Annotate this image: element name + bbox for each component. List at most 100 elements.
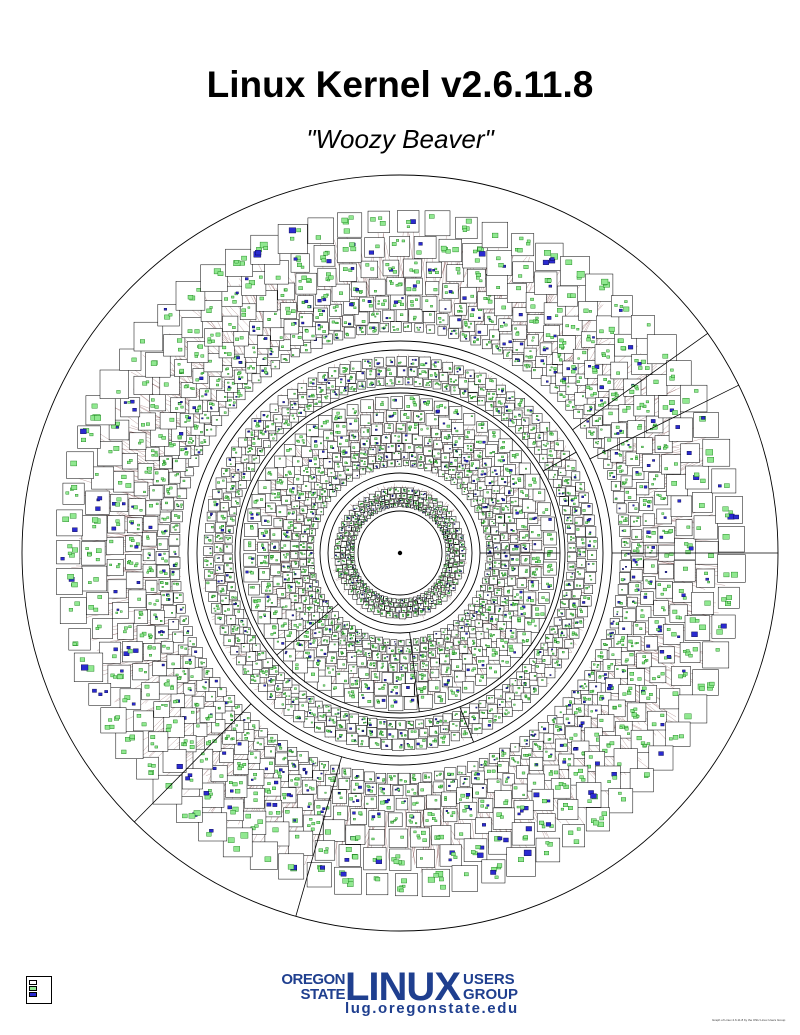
function-node [462,543,464,546]
function-node [276,481,280,484]
function-node [384,602,387,604]
function-node [388,724,391,727]
function-node [428,460,431,462]
function-node [367,700,372,703]
file-node [226,515,236,526]
macro-node [571,573,574,575]
function-node [404,666,407,669]
function-node [295,666,299,670]
function-node [423,599,425,601]
function-node [352,545,355,547]
function-node [448,568,451,570]
function-node [381,607,383,609]
file-node [275,477,288,490]
function-node [292,545,295,547]
file-node [463,413,476,426]
macro-node [463,459,467,462]
function-node [295,533,299,536]
function-node [309,449,312,452]
function-node [302,535,304,538]
macro-node [495,473,498,475]
function-node [361,662,364,665]
macro-node [413,655,416,658]
function-node [429,641,432,644]
file-node [335,484,342,491]
function-node [443,595,446,597]
function-node [248,468,250,470]
function-node [251,561,254,564]
macro-node [443,532,445,534]
function-node [309,475,312,478]
function-node [493,432,495,435]
macro-node [443,533,445,535]
function-node [341,631,344,634]
function-node [346,624,349,626]
function-node [264,556,267,559]
function-node [482,520,485,522]
file-node [359,458,368,467]
file-node [364,503,370,510]
function-node [393,699,396,702]
function-node [537,560,541,563]
file-node [453,544,460,551]
function-node [412,463,414,465]
file-node [380,610,387,617]
macro-node [508,490,511,492]
function-node [439,510,441,512]
file-node [230,497,241,507]
macro-node [351,656,353,658]
file-node [516,518,528,531]
macro-node [458,473,460,475]
function-node [353,655,356,657]
function-node [249,511,253,514]
macro-node [526,433,529,435]
function-node [369,595,371,597]
file-node [426,594,431,599]
function-node [351,557,353,558]
function-node [381,601,383,603]
function-node [493,507,496,510]
file-node [363,649,372,658]
function-node [416,446,418,449]
file-node [414,681,429,696]
function-node [376,676,379,679]
function-node [365,591,367,593]
file-node [358,716,368,726]
function-node [237,610,240,613]
function-node [552,476,555,478]
function-node [298,494,301,497]
function-node [416,608,418,610]
function-node [294,561,297,564]
function-node [322,502,325,505]
function-node [349,578,351,580]
function-node [454,536,457,538]
function-node [356,641,359,644]
function-node [348,558,350,560]
macro-node [515,511,519,515]
file-node [315,700,323,709]
file-node [291,619,304,632]
function-node [347,562,349,564]
file-node [274,455,287,468]
function-node [423,647,426,649]
function-node [421,673,424,676]
function-node [392,599,394,601]
function-node [356,575,358,577]
function-node [419,503,421,505]
file-node [268,552,281,565]
macro-node [348,517,350,520]
file-node [427,588,432,593]
function-node [446,564,448,567]
macro-node [347,546,349,548]
function-node [429,505,431,507]
function-node [279,479,282,482]
file-node [348,589,354,595]
macro-node [394,643,397,645]
file-node [261,581,274,594]
function-node [342,554,345,556]
function-node [462,637,465,640]
file-node [304,667,319,683]
function-node [400,428,403,430]
file-node [412,434,423,445]
function-node [297,440,300,443]
